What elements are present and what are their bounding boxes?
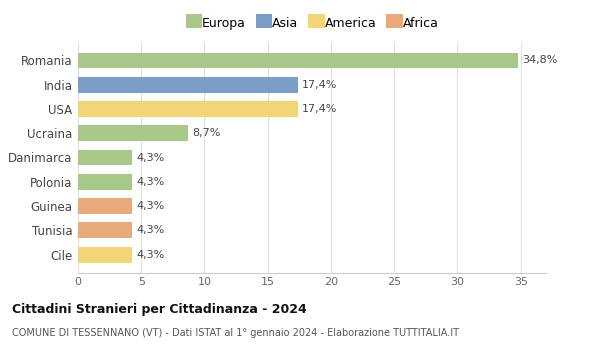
Text: 17,4%: 17,4%	[302, 104, 337, 114]
Text: 34,8%: 34,8%	[522, 55, 557, 65]
Bar	[78, 247, 133, 262]
Text: COMUNE DI TESSENNANO (VT) - Dati ISTAT al 1° gennaio 2024 - Elaborazione TUTTITA: COMUNE DI TESSENNANO (VT) - Dati ISTAT a…	[12, 328, 459, 338]
Text: Cittadini Stranieri per Cittadinanza - 2024: Cittadini Stranieri per Cittadinanza - 2…	[12, 303, 307, 316]
Bar	[78, 198, 133, 214]
Legend: Europa, Asia, America, Africa: Europa, Asia, America, Africa	[182, 14, 442, 34]
Text: 4,3%: 4,3%	[136, 250, 164, 260]
Bar	[78, 77, 298, 92]
Text: 4,3%: 4,3%	[136, 153, 164, 162]
Bar	[78, 149, 133, 166]
Bar	[78, 174, 133, 190]
Text: 4,3%: 4,3%	[136, 201, 164, 211]
Text: 8,7%: 8,7%	[192, 128, 220, 138]
Bar	[78, 101, 298, 117]
Text: 4,3%: 4,3%	[136, 225, 164, 235]
Bar	[78, 223, 133, 238]
Bar	[78, 52, 518, 68]
Bar	[78, 125, 188, 141]
Text: 4,3%: 4,3%	[136, 177, 164, 187]
Text: 17,4%: 17,4%	[302, 80, 337, 90]
